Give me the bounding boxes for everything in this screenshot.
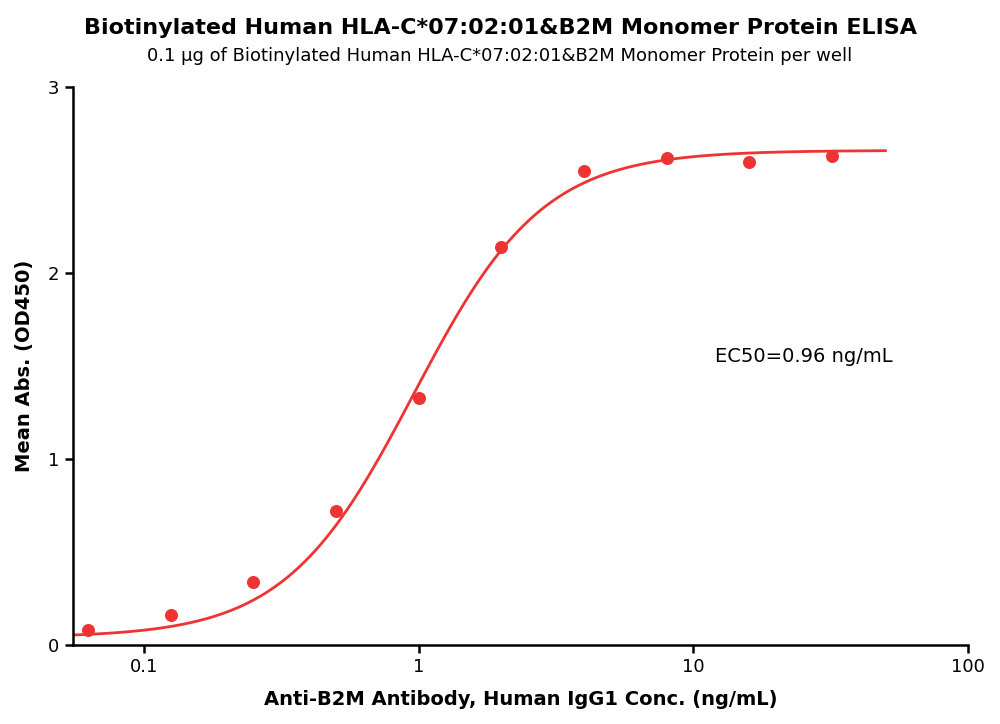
Text: Biotinylated Human HLA-C*07:02:01&B2M Monomer Protein ELISA: Biotinylated Human HLA-C*07:02:01&B2M Mo… bbox=[84, 18, 916, 38]
Y-axis label: Mean Abs. (OD450): Mean Abs. (OD450) bbox=[15, 260, 34, 472]
X-axis label: Anti-B2M Antibody, Human IgG1 Conc. (ng/mL): Anti-B2M Antibody, Human IgG1 Conc. (ng/… bbox=[264, 690, 777, 709]
Point bbox=[576, 165, 592, 177]
Text: 0.1 μg of Biotinylated Human HLA-C*07:02:01&B2M Monomer Protein per well: 0.1 μg of Biotinylated Human HLA-C*07:02… bbox=[147, 47, 853, 65]
Point bbox=[80, 624, 96, 636]
Point bbox=[824, 150, 840, 161]
Point bbox=[245, 576, 261, 587]
Point bbox=[328, 505, 344, 517]
Point bbox=[493, 241, 509, 253]
Text: EC50=0.96 ng/mL: EC50=0.96 ng/mL bbox=[715, 348, 893, 366]
Point bbox=[411, 392, 427, 403]
Point bbox=[163, 610, 179, 621]
Point bbox=[659, 152, 675, 164]
Point bbox=[741, 156, 757, 167]
